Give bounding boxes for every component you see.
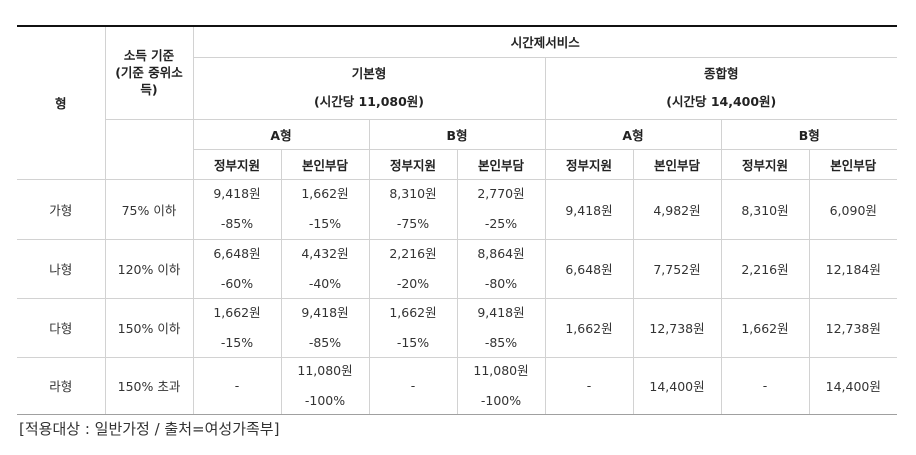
percent: -20% bbox=[396, 275, 430, 291]
cell-basic-b-self: 2,770원 -25% bbox=[457, 179, 546, 240]
percent: -75% bbox=[396, 216, 430, 231]
amount: 6,648원 bbox=[213, 245, 261, 261]
header-gov: 정부지원 bbox=[721, 149, 810, 180]
cell-basic-a-gov: 6,648원 -60% bbox=[193, 239, 282, 299]
table-row: 다형 150% 이하 1,662원 -15% 9,418원 -85% 1,662원 -… bbox=[17, 298, 898, 358]
header-income-line1: 소득 기준 bbox=[123, 48, 175, 64]
cell-basic-b-self: 11,080원 -100% bbox=[457, 357, 546, 415]
source-note: [적용대상 : 일반가정 / 출처=여성가족부] bbox=[19, 420, 280, 438]
header-self: 본인부담 bbox=[633, 149, 722, 180]
amount: 8,864원 bbox=[477, 245, 525, 261]
header-income-line2: (기준 중위소득) bbox=[115, 65, 183, 98]
header-comb-a: A형 bbox=[545, 119, 722, 150]
header-self: 본인부담 bbox=[457, 149, 546, 180]
table-row: 라형 150% 초과 - 11,080원 -100% - 11,080원 -100%… bbox=[17, 357, 898, 415]
header-basic: 기본형 (시간당 11,080원) bbox=[193, 57, 546, 120]
header-income: 소득 기준 (기준 중위소득) bbox=[105, 25, 194, 120]
cell-comb-b-self: 12,738원 bbox=[809, 298, 898, 358]
percent: -15% bbox=[396, 334, 430, 350]
row-income: 150% 초과 bbox=[105, 357, 194, 415]
table-row: 나형 120% 이하 6,648원 -60% 4,432원 -40% 2,216원 -… bbox=[17, 239, 898, 299]
amount: 1,662원 bbox=[389, 304, 437, 320]
percent: -85% bbox=[308, 334, 342, 350]
amount: 2,216원 bbox=[389, 245, 437, 261]
header-basic-b: B형 bbox=[369, 119, 546, 150]
row-type: 나형 bbox=[17, 239, 106, 299]
cell-basic-b-gov: 2,216원 -20% bbox=[369, 239, 458, 299]
row-type: 가형 bbox=[17, 179, 106, 240]
cell-comb-a-self: 12,738원 bbox=[633, 298, 722, 358]
cell-basic-b-self: 8,864원 -80% bbox=[457, 239, 546, 299]
cell-comb-a-self: 14,400원 bbox=[633, 357, 722, 415]
header-basic-a: A형 bbox=[193, 119, 370, 150]
header-self: 본인부담 bbox=[281, 149, 370, 180]
header-gov: 정부지원 bbox=[369, 149, 458, 180]
amount: 11,080원 bbox=[473, 362, 529, 378]
header-combined: 종합형 (시간당 14,400원) bbox=[545, 57, 898, 120]
amount: 8,310원 bbox=[389, 186, 437, 201]
percent: -15% bbox=[220, 334, 254, 350]
header-basic-label: 기본형 bbox=[351, 66, 387, 81]
percent: -15% bbox=[308, 216, 342, 231]
row-income: 75% 이하 bbox=[105, 179, 194, 240]
percent: -100% bbox=[480, 392, 522, 408]
amount: 4,432원 bbox=[301, 245, 349, 261]
cell-basic-a-self: 4,432원 -40% bbox=[281, 239, 370, 299]
row-type: 라형 bbox=[17, 357, 106, 415]
header-combined-rate: (시간당 14,400원) bbox=[666, 94, 777, 109]
header-gov: 정부지원 bbox=[193, 149, 282, 180]
header-basic-rate: (시간당 11,080원) bbox=[313, 94, 424, 109]
cell-comb-b-self: 6,090원 bbox=[809, 179, 898, 240]
header-service: 시간제서비스 bbox=[193, 25, 898, 58]
percent: -100% bbox=[304, 392, 346, 408]
header-self: 본인부담 bbox=[809, 149, 898, 180]
cell-comb-b-self: 14,400원 bbox=[809, 357, 898, 415]
header-income-blank bbox=[105, 119, 194, 180]
percent: -25% bbox=[484, 216, 518, 231]
header-combined-label: 종합형 bbox=[704, 66, 739, 81]
cell-basic-b-gov: 8,310원 -75% bbox=[369, 179, 458, 240]
cell-comb-a-gov: 9,418원 bbox=[545, 179, 634, 240]
amount: 1,662원 bbox=[213, 304, 261, 320]
cell-comb-b-self: 12,184원 bbox=[809, 239, 898, 299]
cell-comb-b-gov: 8,310원 bbox=[721, 179, 810, 240]
fee-table: 형 소득 기준 (기준 중위소득) 시간제서비스 기본형 (시간당 11,080… bbox=[17, 25, 898, 415]
cell-comb-a-gov: 1,662원 bbox=[545, 298, 634, 358]
cell-basic-a-self: 1,662원 -15% bbox=[281, 179, 370, 240]
header-comb-b: B형 bbox=[721, 119, 898, 150]
amount: 9,418원 bbox=[213, 186, 261, 201]
row-type: 다형 bbox=[17, 298, 106, 358]
percent: -85% bbox=[484, 334, 518, 350]
cell-basic-a-self: 9,418원 -85% bbox=[281, 298, 370, 358]
amount: 1,662원 bbox=[301, 186, 349, 201]
cell-basic-a-gov: 1,662원 -15% bbox=[193, 298, 282, 358]
cell-basic-b-gov: 1,662원 -15% bbox=[369, 298, 458, 358]
amount: 9,418원 bbox=[477, 304, 525, 320]
amount: 9,418원 bbox=[301, 304, 349, 320]
cell-basic-b-gov: - bbox=[369, 357, 458, 415]
cell-basic-b-self: 9,418원 -85% bbox=[457, 298, 546, 358]
amount: 11,080원 bbox=[297, 362, 353, 378]
cell-comb-b-gov: 1,662원 bbox=[721, 298, 810, 358]
cell-comb-a-self: 4,982원 bbox=[633, 179, 722, 240]
cell-comb-b-gov: - bbox=[721, 357, 810, 415]
cell-basic-a-gov: - bbox=[193, 357, 282, 415]
amount: 2,770원 bbox=[477, 186, 525, 201]
cell-comb-a-gov: 6,648원 bbox=[545, 239, 634, 299]
table-row: 가형 75% 이하 9,418원 -85% 1,662원 -15% 8,310원 -7… bbox=[17, 179, 898, 240]
percent: -40% bbox=[308, 275, 342, 291]
cell-basic-a-self: 11,080원 -100% bbox=[281, 357, 370, 415]
cell-basic-a-gov: 9,418원 -85% bbox=[193, 179, 282, 240]
percent: -80% bbox=[484, 275, 518, 291]
header-type: 형 bbox=[17, 25, 106, 180]
row-income: 120% 이하 bbox=[105, 239, 194, 299]
cell-comb-a-self: 7,752원 bbox=[633, 239, 722, 299]
cell-comb-a-gov: - bbox=[545, 357, 634, 415]
header-gov: 정부지원 bbox=[545, 149, 634, 180]
percent: -85% bbox=[220, 216, 254, 231]
row-income: 150% 이하 bbox=[105, 298, 194, 358]
cell-comb-b-gov: 2,216원 bbox=[721, 239, 810, 299]
percent: -60% bbox=[220, 275, 254, 291]
